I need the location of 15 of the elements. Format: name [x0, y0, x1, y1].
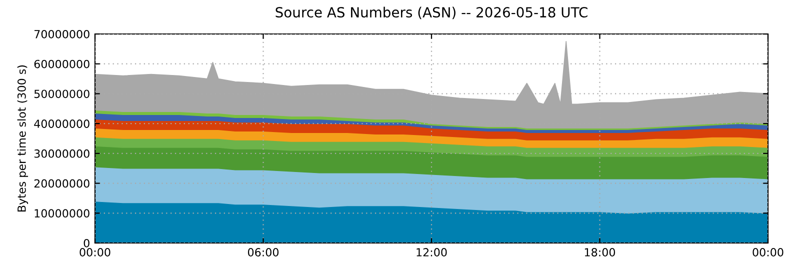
x-tick-label: 12:00 — [416, 248, 447, 256]
y-tick-label: 40000000 — [34, 120, 90, 128]
y-tick-label: 10000000 — [34, 209, 90, 218]
y-tick-label: 20000000 — [34, 179, 90, 188]
x-tick-label: 00:00 — [752, 248, 784, 256]
y-tick-label: 30000000 — [34, 149, 90, 158]
x-tick-label: 00:00 — [80, 248, 110, 256]
x-tick-label: 06:00 — [248, 248, 279, 256]
y-tick-label: 50000000 — [34, 90, 90, 98]
chart-title: Source AS Numbers (ASN) -- 2026-05-18 UTC — [276, 6, 588, 20]
y-axis-title: Bytes per time slot (300 s) — [17, 65, 28, 212]
y-tick-label: 70000000 — [34, 30, 90, 38]
y-tick-label: 0 — [84, 238, 90, 248]
x-tick-label: 18:00 — [584, 248, 616, 256]
y-tick-label: 60000000 — [34, 60, 90, 68]
